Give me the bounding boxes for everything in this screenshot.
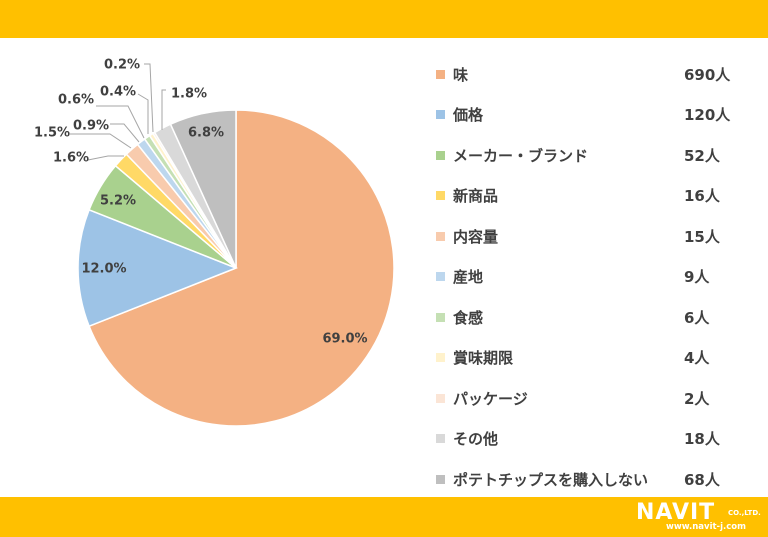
- legend-count: 16人: [684, 187, 720, 206]
- legend-label: メーカー・ブランド: [453, 146, 589, 165]
- leader-line: [144, 63, 154, 133]
- percent-label: 0.2%: [104, 58, 140, 73]
- legend-swatch: [436, 191, 445, 201]
- legend-label: パッケージ: [453, 389, 528, 408]
- legend-count: 52人: [684, 146, 720, 165]
- legend-swatch: [436, 393, 445, 403]
- legend-label: 価格: [453, 106, 484, 125]
- percent-label: 12.0%: [81, 262, 126, 277]
- legend-label: 内容量: [453, 227, 499, 246]
- legend-item: 産地 9人: [436, 257, 746, 298]
- legend-count: 2人: [684, 389, 710, 408]
- legend-item: その他 18人: [436, 419, 746, 460]
- pie-slice: [169, 109, 237, 269]
- logo-suffix: CO.,LTD.: [728, 509, 761, 517]
- legend-count: 4人: [684, 349, 710, 368]
- legend-label: 新商品: [453, 187, 499, 206]
- percent-label: 1.8%: [171, 87, 207, 102]
- leader-line: [110, 123, 140, 143]
- leader-line: [87, 155, 124, 161]
- legend: 味 690人価格 120人メーカー・ブランド 52人新商品 16人内容量 15人産地 9人食…: [436, 54, 746, 500]
- legend-item: 味 690人: [436, 54, 746, 95]
- bottom-banner: [0, 497, 768, 537]
- legend-label: ポテトチップスを購入しない: [453, 470, 649, 489]
- legend-item: 新商品 16人: [436, 176, 746, 217]
- pie-slice: [88, 109, 395, 427]
- percent-label: 0.9%: [73, 119, 109, 134]
- legend-count: 6人: [684, 308, 710, 327]
- legend-swatch: [436, 353, 445, 363]
- legend-item: 内容量 15人: [436, 216, 746, 257]
- leader-line: [96, 105, 145, 139]
- legend-count: 120人: [684, 106, 731, 125]
- percent-label: 1.6%: [53, 151, 89, 166]
- legend-swatch: [436, 150, 445, 160]
- percent-label: 1.5%: [34, 126, 70, 141]
- legend-swatch: [436, 312, 445, 322]
- legend-count: 18人: [684, 430, 720, 449]
- legend-swatch: [436, 272, 445, 282]
- legend-swatch: [436, 231, 445, 241]
- navit-logo: NAVIT CO.,LTD. www.navit-j.com: [636, 500, 762, 534]
- legend-item: メーカー・ブランド 52人: [436, 135, 746, 176]
- legend-swatch: [436, 110, 445, 120]
- legend-item: 価格 120人: [436, 95, 746, 136]
- legend-label: 味: [453, 65, 469, 84]
- percent-label: 69.0%: [322, 332, 367, 347]
- pie-chart: 69.0% 12.0% 5.2% 1.6% 1.5% 0.9% 0.6% 0.4% 0.2% 1.…: [34, 58, 395, 427]
- logo-url: www.navit-j.com: [666, 522, 746, 532]
- legend-swatch: [436, 474, 445, 484]
- legend-item: パッケージ 2人: [436, 378, 746, 419]
- percent-label: 0.4%: [100, 85, 136, 100]
- leader-line: [137, 93, 149, 134]
- legend-count: 9人: [684, 268, 710, 287]
- legend-label: その他: [453, 430, 499, 449]
- percent-label: 0.6%: [58, 93, 94, 108]
- legend-swatch: [436, 434, 445, 444]
- legend-count: 68人: [684, 470, 720, 489]
- legend-item: 食感 6人: [436, 297, 746, 338]
- legend-item: ポテトチップスを購入しない 68人: [436, 459, 746, 500]
- leader-line: [70, 133, 132, 149]
- legend-label: 食感: [453, 308, 484, 327]
- leader-line: [161, 89, 166, 130]
- legend-label: 産地: [453, 268, 484, 287]
- logo-name: NAVIT: [636, 500, 716, 525]
- legend-count: 690人: [684, 65, 731, 84]
- legend-label: 賞味期限: [453, 349, 514, 368]
- percent-label: 6.8%: [188, 126, 224, 141]
- percent-label: 5.2%: [100, 194, 136, 209]
- pie-slice: [77, 208, 239, 328]
- legend-item: 賞味期限 4人: [436, 338, 746, 379]
- legend-count: 15人: [684, 227, 720, 246]
- legend-swatch: [436, 69, 445, 79]
- top-banner: [0, 0, 768, 38]
